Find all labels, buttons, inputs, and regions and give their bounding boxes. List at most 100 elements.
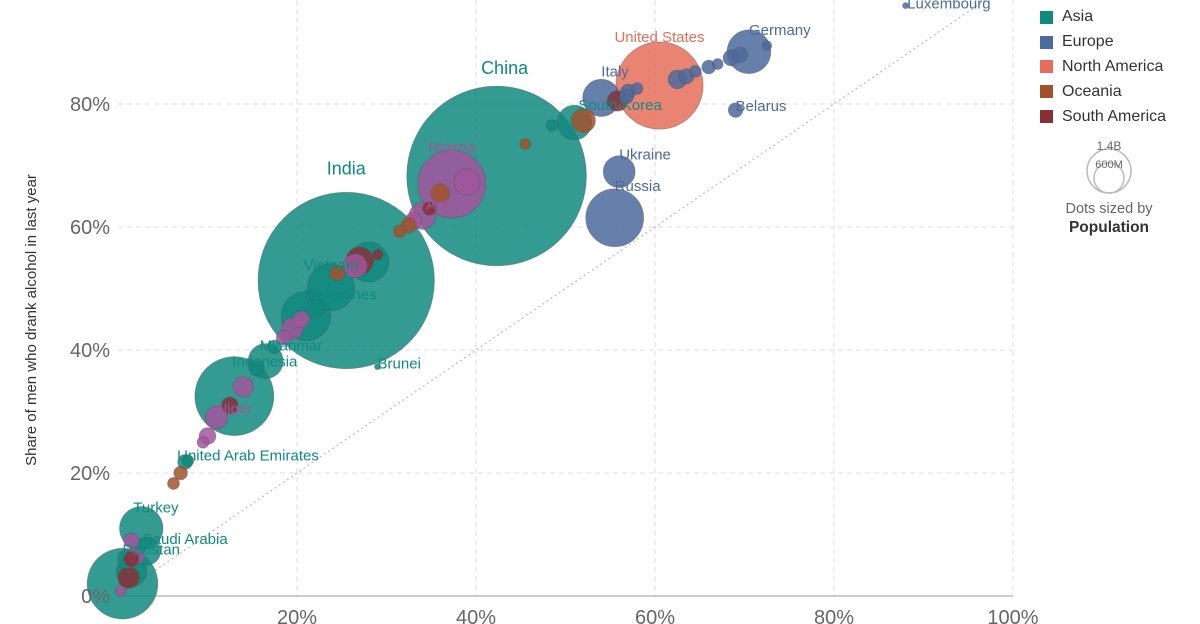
- size-legend-circles: 1.4B 600M: [1086, 139, 1132, 194]
- grid-lines: [118, 0, 1014, 597]
- legend-label-south-america: South America: [1062, 107, 1167, 125]
- label-india: India: [327, 158, 367, 178]
- point-south-america[interactable]: [117, 566, 140, 589]
- label-angola: Angola: [426, 197, 473, 214]
- x-tick-label: 80%: [814, 607, 854, 624]
- y-tick-label: 60%: [70, 217, 110, 239]
- point-europe[interactable]: [630, 82, 644, 95]
- label-nigeria: Nigeria: [428, 139, 476, 156]
- legend-label-asia: Asia: [1062, 8, 1094, 26]
- legend-label-north-america: North America: [1062, 57, 1164, 75]
- point-africa[interactable]: [123, 532, 140, 549]
- legend-label-europe: Europe: [1062, 33, 1114, 51]
- point-china[interactable]: [406, 85, 587, 267]
- y-axis-ticks: 0% 20% 40% 60% 80%: [70, 94, 110, 608]
- point-oceania[interactable]: [329, 265, 346, 282]
- legend-swatch-north-america: [1040, 60, 1053, 74]
- size-legend-variable: Population: [1068, 219, 1150, 236]
- point-oceania[interactable]: [519, 138, 531, 150]
- label-united-states: United States: [614, 29, 704, 46]
- legend-item-south-america[interactable]: South America: [1040, 104, 1166, 129]
- point-asia[interactable]: [545, 119, 559, 132]
- point-oceania[interactable]: [167, 477, 180, 490]
- point-asia[interactable]: [248, 360, 265, 377]
- y-tick-label: 80%: [70, 94, 110, 116]
- label-pakistan: Pakistan: [122, 541, 180, 558]
- y-tick-label: 20%: [70, 463, 110, 485]
- point-labels: Luxembourg Germany United States Italy Belar…: [122, 0, 990, 558]
- diagonal-reference-line: [117, 0, 987, 597]
- point-niger[interactable]: [204, 405, 229, 430]
- point-africa[interactable]: [342, 253, 368, 279]
- label-philippines: Philippines: [304, 286, 377, 303]
- point-oceania[interactable]: [173, 465, 188, 481]
- legend-swatch-asia: [1040, 10, 1053, 24]
- label-niger: Niger: [216, 400, 252, 417]
- point-luxembourg[interactable]: [902, 2, 909, 9]
- point-europe[interactable]: [761, 40, 773, 51]
- label-vietnam: Vietnam: [304, 257, 359, 274]
- point-south-america[interactable]: [221, 396, 239, 415]
- point-africa[interactable]: [292, 310, 311, 328]
- label-russia: Russia: [615, 178, 662, 195]
- legend-item-north-america[interactable]: North America: [1040, 55, 1166, 80]
- point-europe[interactable]: [732, 46, 749, 63]
- point-africa[interactable]: [232, 376, 254, 398]
- data-points: [86, 2, 909, 620]
- label-germany: Germany: [749, 22, 811, 39]
- x-tick-label: 20%: [277, 607, 317, 624]
- point-africa[interactable]: [275, 330, 292, 346]
- label-turkey: Turkey: [133, 500, 179, 517]
- point-africa[interactable]: [453, 168, 481, 196]
- label-myanmar: Myanmar: [260, 338, 323, 355]
- legend-swatch-south-america: [1040, 110, 1053, 124]
- point-europe[interactable]: [618, 89, 634, 105]
- x-tick-label: 40%: [456, 607, 496, 624]
- legend-swatch-oceania: [1040, 85, 1053, 99]
- point-africa[interactable]: [196, 435, 210, 449]
- size-label-large: 1.4B: [1097, 139, 1122, 153]
- point-oceania[interactable]: [571, 108, 596, 134]
- point-russia[interactable]: [585, 188, 645, 248]
- region-legend: Asia Europe North America Oceania South …: [1040, 5, 1166, 129]
- point-united-states[interactable]: [615, 41, 704, 130]
- y-tick-label: 40%: [70, 340, 110, 362]
- legend-item-asia[interactable]: Asia: [1040, 5, 1166, 30]
- point-asia[interactable]: [305, 298, 325, 318]
- point-europe[interactable]: [711, 58, 724, 70]
- point-europe[interactable]: [688, 65, 702, 78]
- label-luxembourg: Luxembourg: [907, 0, 990, 13]
- legend-swatch-europe: [1040, 35, 1053, 49]
- x-tick-label: 100%: [987, 607, 1038, 624]
- x-axis-ticks: 20% 40% 60% 80% 100%: [277, 607, 1039, 624]
- point-belarus[interactable]: [727, 102, 744, 118]
- label-belarus: Belarus: [736, 98, 787, 115]
- size-legend-caption: Dots sized by: [1065, 201, 1153, 217]
- point-south-america[interactable]: [422, 201, 437, 216]
- point-south-america[interactable]: [371, 248, 384, 261]
- point-asia[interactable]: [267, 339, 282, 355]
- label-saudi-arabia: Saudi Arabia: [143, 531, 229, 548]
- label-china: China: [481, 58, 529, 78]
- point-ukraine[interactable]: [602, 155, 636, 188]
- size-circle-large: [1086, 148, 1132, 194]
- label-united-arab-emirates: United Arab Emirates: [177, 448, 319, 465]
- label-brunei: Brunei: [378, 356, 421, 373]
- size-legend: 1.4B 600M Dots sized by Population: [1050, 138, 1168, 237]
- label-south-korea: South Korea: [578, 97, 662, 114]
- point-asia[interactable]: [181, 454, 195, 467]
- point-south-america[interactable]: [123, 551, 140, 568]
- label-indonesia: Indonesia: [232, 354, 298, 371]
- point-brunei[interactable]: [374, 363, 381, 371]
- point-africa[interactable]: [114, 585, 127, 597]
- point-oceania[interactable]: [430, 183, 450, 203]
- label-ukraine: Ukraine: [619, 147, 671, 164]
- point-oceania[interactable]: [393, 224, 407, 239]
- legend-item-europe[interactable]: Europe: [1040, 30, 1166, 55]
- y-axis-title: Share of men who drank alcohol in last y…: [23, 174, 40, 466]
- legend-item-oceania[interactable]: Oceania: [1040, 79, 1166, 104]
- y-tick-label: 0%: [81, 586, 110, 608]
- label-italy: Italy: [601, 63, 629, 80]
- x-tick-label: 60%: [635, 607, 675, 624]
